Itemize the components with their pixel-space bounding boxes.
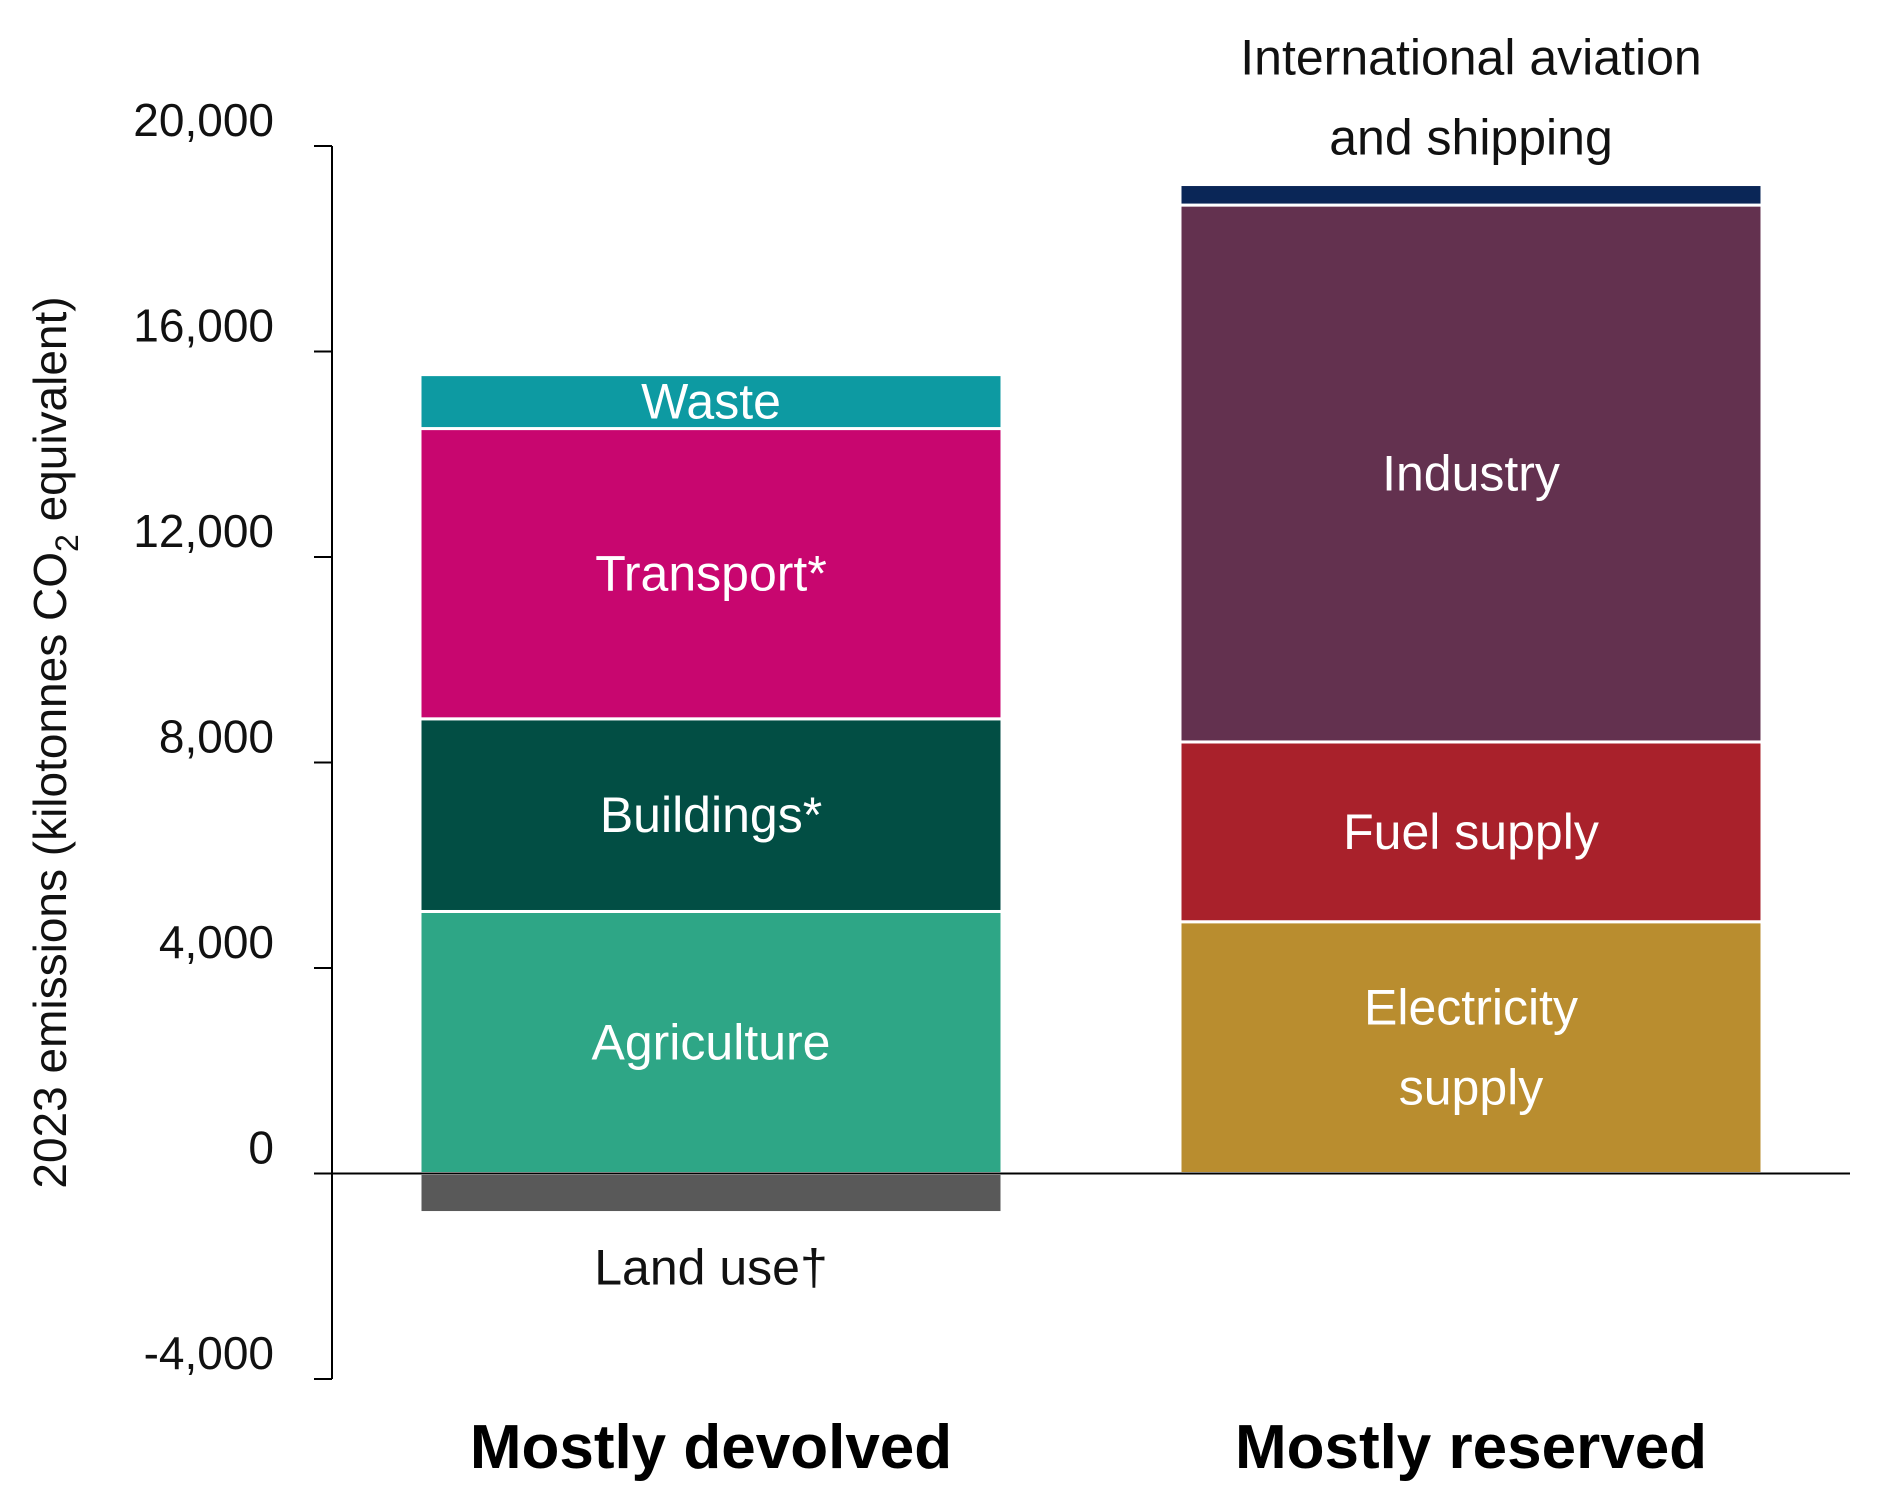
- y-tick-label: 20,000: [133, 94, 274, 146]
- segment-label-buildings: Buildings*: [600, 787, 822, 843]
- segment-label-agriculture: Agriculture: [592, 1014, 831, 1070]
- bar-segment-industry: [1178, 203, 1764, 744]
- y-tick-label: 12,000: [133, 505, 274, 557]
- y-tick-label: 16,000: [133, 300, 274, 352]
- bars: [418, 183, 1764, 1215]
- y-tick-label: 4,000: [159, 916, 274, 968]
- bar-segment-buildings: [418, 717, 1004, 913]
- y-axis: -4,000 0 4,000 8,000 12,000 16,000 20,000: [133, 94, 333, 1380]
- bar-segment-land-use: [418, 1172, 1004, 1215]
- segment-label-land-use: Land use†: [594, 1240, 828, 1296]
- bar-segment-international-aviation-and-shipping: [1178, 183, 1764, 207]
- bar-segment-transport: [418, 427, 1004, 721]
- y-tick-label: 8,000: [159, 711, 274, 763]
- segment-label-electricity-supply: Electricity supply: [1364, 980, 1578, 1116]
- segment-label-industry: Industry: [1382, 446, 1560, 502]
- x-axis: Mostly devolved Mostly reserved: [332, 1172, 1850, 1482]
- bar-segment-electricity-supply: [1178, 920, 1764, 1176]
- y-axis-title-suffix: equivalent): [24, 296, 76, 534]
- segment-label-international-aviation-and-shipping: International aviation and shipping: [1240, 30, 1701, 166]
- segment-labels: Land use† Agriculture Buildings* Transport*…: [592, 30, 1702, 1296]
- segment-label-waste: Waste: [641, 374, 781, 430]
- y-tick-label: 0: [248, 1122, 274, 1174]
- category-label-mostly-reserved: Mostly reserved: [1235, 1413, 1707, 1482]
- segment-label-fuel-supply: Fuel supply: [1343, 804, 1599, 860]
- category-label-mostly-devolved: Mostly devolved: [470, 1413, 952, 1482]
- bar-segment-waste: [418, 373, 1004, 431]
- y-axis-title-subscript: 2: [49, 534, 85, 552]
- y-axis-title-main: 2023 emissions (kilotonnes CO: [24, 552, 76, 1189]
- segment-label-transport: Transport*: [595, 546, 827, 602]
- y-axis-title: 2023 emissions (kilotonnes CO2 equivalen…: [24, 296, 85, 1188]
- y-tick-label: -4,000: [144, 1327, 274, 1379]
- bar-segment-agriculture: [418, 909, 1004, 1175]
